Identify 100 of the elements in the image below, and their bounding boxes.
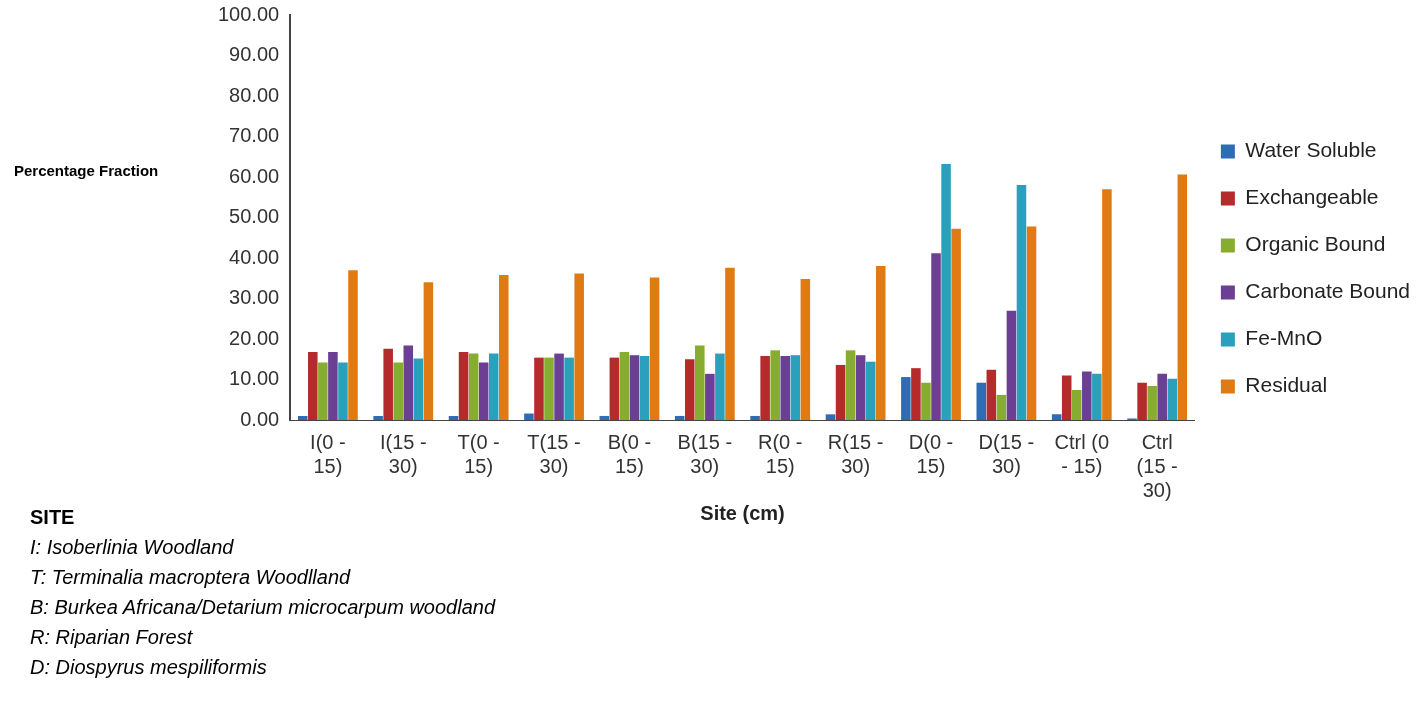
legend-label: Water Soluble <box>1245 138 1377 162</box>
legend-label: Exchangeable <box>1245 185 1379 209</box>
bar <box>1061 375 1072 420</box>
x-tick-label: B(0 - 15) <box>607 430 652 477</box>
x-tick-label: D(15 - 30) <box>978 430 1035 477</box>
bar <box>705 373 715 420</box>
bar <box>318 362 328 420</box>
bar <box>629 355 640 420</box>
bar <box>297 415 308 420</box>
bar <box>383 348 393 420</box>
bar <box>1102 189 1112 420</box>
bar <box>1167 378 1178 420</box>
bar <box>931 253 941 420</box>
bar <box>684 359 695 420</box>
legend-label: Carbonate Bound <box>1245 279 1411 303</box>
y-tick-label: 60.00 <box>229 164 280 187</box>
bar <box>760 356 770 420</box>
y-tick-label: 70.00 <box>229 124 280 147</box>
bar <box>1092 373 1102 420</box>
bar <box>865 361 876 420</box>
bar <box>574 273 584 420</box>
x-tick-label: R(0 - 15) <box>757 430 803 477</box>
bar <box>649 277 660 420</box>
y-tick-label: 40.00 <box>229 245 280 268</box>
bar <box>619 351 630 420</box>
bar <box>790 355 801 420</box>
bar <box>393 362 404 420</box>
y-tick-label: 20.00 <box>229 326 280 349</box>
text: R: Riparian Forest <box>30 625 194 650</box>
bar <box>1147 385 1157 420</box>
bar <box>986 369 997 420</box>
bar <box>413 358 424 420</box>
bar <box>825 414 836 420</box>
text: B: Burkea Africana/Detarium microcarpum woodland <box>30 595 496 620</box>
text: D: Diospyrus mespiliformis <box>30 655 268 680</box>
bar <box>403 345 414 420</box>
x-tick-label: D(0 - 15) <box>908 430 954 477</box>
bar <box>468 353 479 420</box>
bar <box>800 279 811 420</box>
bar <box>373 415 383 420</box>
bar <box>901 377 911 420</box>
text: T: Terminalia macroptera Woodlland <box>30 565 352 590</box>
x-tick-label: T(15 - 30) <box>527 430 581 477</box>
bar <box>544 357 554 420</box>
bar <box>1082 371 1092 420</box>
legend-label: Residual <box>1245 373 1328 397</box>
bar <box>715 353 725 420</box>
y-tick-label: 50.00 <box>229 205 280 228</box>
bar <box>1006 310 1017 420</box>
x-tick-label: I(15 - 30) <box>379 430 427 477</box>
x-tick-label: B(15 - 30) <box>677 430 733 477</box>
bar <box>524 413 534 420</box>
bar <box>328 351 338 420</box>
legend-label: Fe-MnO <box>1245 326 1323 350</box>
bar <box>564 357 574 420</box>
bar <box>855 355 866 420</box>
x-tick-label: Ctrl (0 - 15) <box>1054 430 1110 477</box>
bar <box>941 164 951 420</box>
bar <box>423 282 434 420</box>
x-tick-label: R(15 - 30) <box>827 430 884 477</box>
bar <box>1016 185 1027 420</box>
x-tick-label: Ctrl (15 - 30) <box>1136 430 1178 501</box>
bar <box>499 275 509 420</box>
y-tick-label: 10.00 <box>229 367 280 390</box>
bar <box>770 350 780 420</box>
x-tick-label: T(0 - 15) <box>457 430 500 477</box>
bar <box>609 357 620 420</box>
bar <box>845 350 856 420</box>
x-tick-label: I(0 - 15) <box>310 430 346 477</box>
bar <box>1026 226 1037 420</box>
bar <box>534 357 544 420</box>
legend-label: Organic Bound <box>1245 232 1386 256</box>
bar <box>835 364 846 420</box>
text: SITE <box>30 505 76 530</box>
bar <box>308 351 318 420</box>
bar <box>639 356 650 420</box>
bar <box>725 267 735 420</box>
bar <box>921 382 931 420</box>
bar <box>674 415 685 420</box>
y-tick-label: 90.00 <box>229 43 280 66</box>
bar <box>1051 414 1062 420</box>
bar <box>695 345 705 420</box>
y-tick-label: 80.00 <box>229 83 280 106</box>
bar <box>951 228 961 420</box>
y-axis-title: Percentage Fraction <box>14 162 159 179</box>
y-tick-label: 0.00 <box>240 407 280 430</box>
y-tick-label: 100.00 <box>218 2 280 25</box>
bar <box>488 353 499 420</box>
bar <box>911 368 921 420</box>
bar <box>1157 373 1167 420</box>
bar <box>1071 390 1082 420</box>
bar <box>478 362 489 420</box>
bar <box>1137 382 1147 420</box>
bar <box>750 415 760 420</box>
bar <box>554 353 564 420</box>
bar <box>875 266 886 420</box>
text: I: Isoberlinia Woodland <box>30 535 235 560</box>
bar <box>338 362 348 420</box>
bar <box>996 394 1007 420</box>
x-axis-title: Site (cm) <box>700 501 785 524</box>
